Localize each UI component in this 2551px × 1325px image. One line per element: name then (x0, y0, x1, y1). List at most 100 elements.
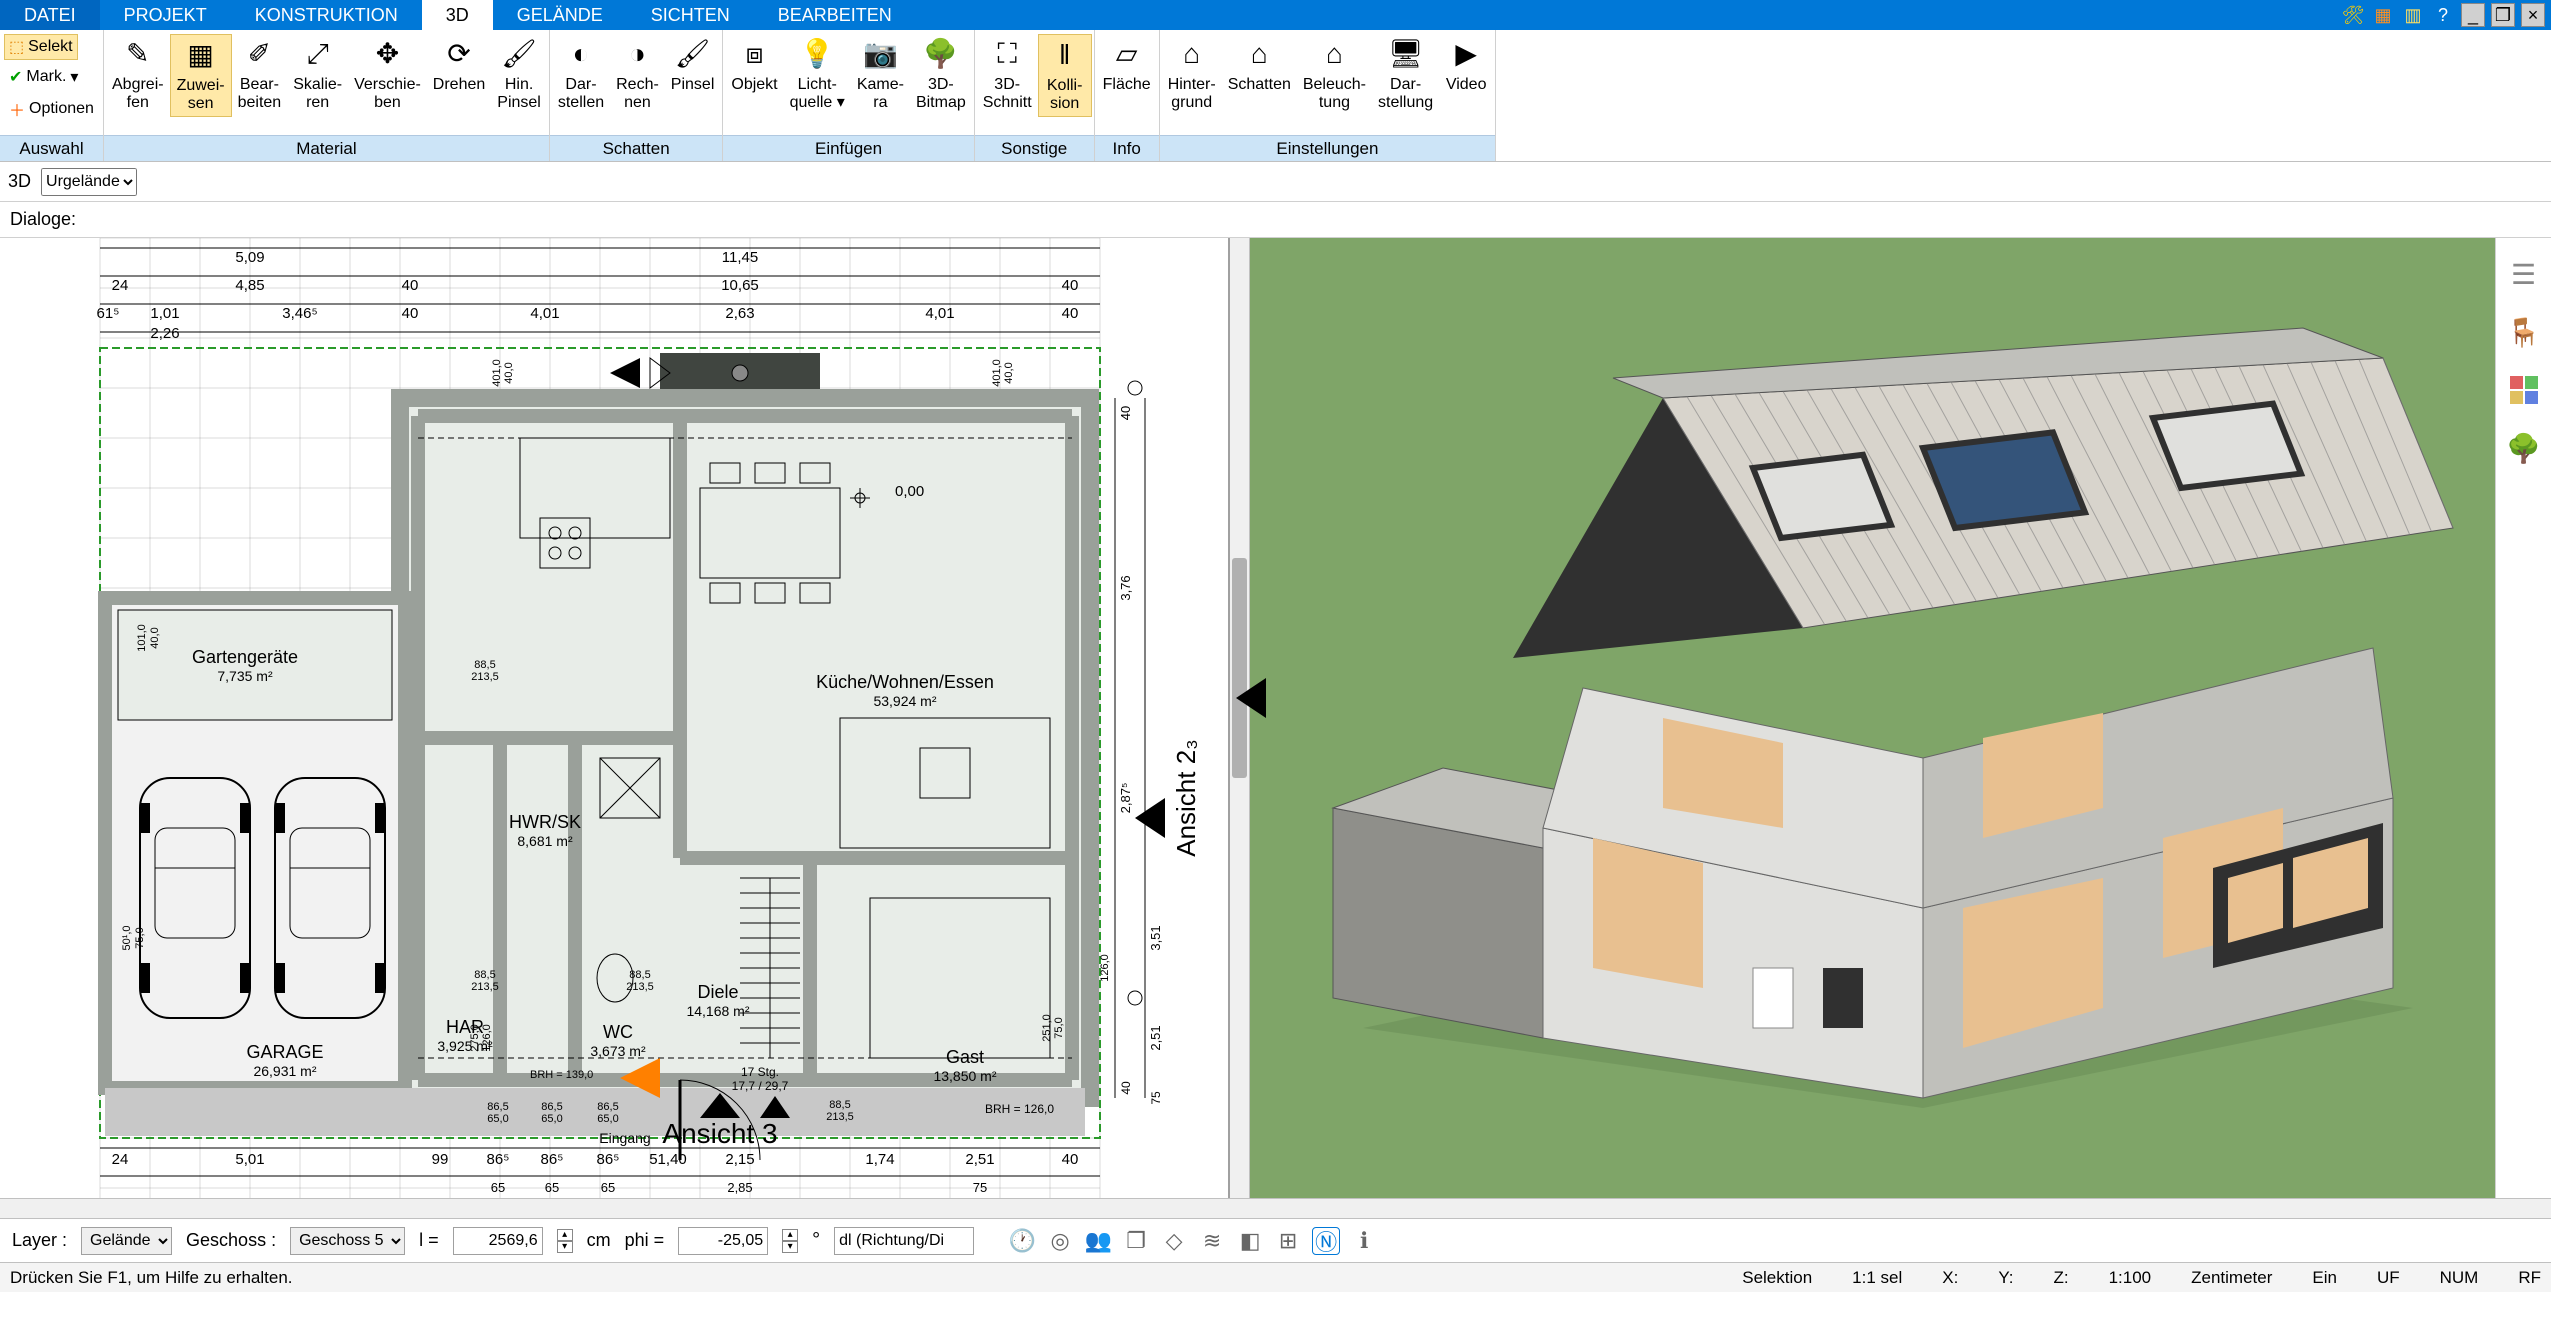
svg-text:2,51: 2,51 (1148, 1025, 1163, 1050)
status-bar: Drücken Sie F1, um Hilfe zu erhalten. Se… (0, 1262, 2551, 1292)
kamera-button[interactable]: 📷Kame-ra (851, 34, 910, 115)
svg-text:10,65: 10,65 (721, 277, 759, 294)
svg-text:8,681 m²: 8,681 m² (517, 833, 573, 849)
menu-gelaende[interactable]: GELÄNDE (493, 0, 627, 30)
skalieren-button[interactable]: ⤢Skalie-ren (287, 34, 348, 115)
verschieben-button[interactable]: ✥Verschie-ben (348, 34, 427, 115)
pinsel-button[interactable]: 🖌Pinsel (665, 34, 721, 96)
status-z: Z: (2053, 1268, 2068, 1288)
tools-icon[interactable]: 🛠 (2341, 3, 2365, 27)
svg-text:2,51: 2,51 (965, 1151, 994, 1168)
palette-icon[interactable] (2506, 372, 2542, 408)
svg-text:17 Stg.: 17 Stg. (741, 1065, 779, 1079)
svg-text:2,85: 2,85 (727, 1180, 752, 1195)
layers-icon[interactable]: ☰ (2506, 256, 2542, 292)
restore-button[interactable]: ❐ (2491, 3, 2515, 27)
grid-icon[interactable]: ⊞ (1274, 1227, 1302, 1255)
svg-text:401,0: 401,0 (491, 359, 503, 387)
group-icon[interactable]: 👥 (1084, 1227, 1112, 1255)
menu-3d[interactable]: 3D (422, 0, 493, 30)
menu-sichten[interactable]: SICHTEN (627, 0, 754, 30)
svg-text:HWR/SK: HWR/SK (509, 812, 581, 832)
abgreifen-button[interactable]: ✎Abgrei-fen (106, 34, 170, 115)
video-button[interactable]: ▶Video (1439, 34, 1493, 96)
schatten2-button[interactable]: ⌂Schatten (1222, 34, 1297, 96)
info-icon[interactable]: ℹ (1350, 1227, 1378, 1255)
phi-input[interactable] (678, 1227, 768, 1255)
svg-text:Ansicht 2₃: Ansicht 2₃ (1171, 739, 1201, 857)
schnitt-button[interactable]: ⛶3D-Schnitt (977, 34, 1038, 115)
svg-text:65,0: 65,0 (541, 1113, 562, 1125)
svg-text:75,0: 75,0 (1053, 1017, 1065, 1038)
box-icon[interactable]: ▦ (2371, 3, 2395, 27)
menu-konstruktion[interactable]: KONSTRUKTION (231, 0, 422, 30)
svg-text:Eingang: Eingang (599, 1130, 650, 1146)
selekt-button[interactable]: ⬚Selekt (4, 34, 78, 60)
svg-text:Gast: Gast (946, 1047, 984, 1067)
kollision-button[interactable]: ‖Kolli-sion (1038, 34, 1092, 117)
chair-icon[interactable]: 🪑 (2506, 314, 2542, 350)
svg-text:401,0: 401,0 (991, 359, 1003, 387)
tree-icon[interactable]: 🌳 (2506, 430, 2542, 466)
help-icon[interactable]: ? (2431, 3, 2455, 27)
clock-icon[interactable]: 🕐 (1008, 1227, 1036, 1255)
menu-projekt[interactable]: PROJEKT (100, 0, 231, 30)
drehen-button[interactable]: ⟳Drehen (427, 34, 491, 96)
optionen-button[interactable]: ＋Optionen (4, 94, 99, 124)
bitmap-button[interactable]: 🌳3D-Bitmap (910, 34, 972, 115)
svg-text:13,850 m²: 13,850 m² (933, 1068, 996, 1084)
bearbeiten-button[interactable]: ✐Bear-beiten (232, 34, 288, 115)
hintergrund-button[interactable]: ⌂Hinter-grund (1162, 34, 1222, 115)
vertical-scrollbar[interactable] (1230, 238, 1250, 1198)
n-icon[interactable]: Ⓝ (1312, 1227, 1340, 1255)
svg-text:65,0: 65,0 (487, 1113, 508, 1125)
ribbon-label-einstellungen: Einstellungen (1160, 135, 1495, 161)
stack-icon[interactable]: ≋ (1198, 1227, 1226, 1255)
svg-text:WC: WC (603, 1022, 633, 1042)
minimize-button[interactable]: _ (2461, 3, 2485, 27)
menu-bearbeiten[interactable]: BEARBEITEN (754, 0, 916, 30)
status-sel: 1:1 sel (1852, 1268, 1902, 1288)
layer-dropdown[interactable]: Urgelände (41, 168, 137, 196)
copy-icon[interactable]: ❐ (1122, 1227, 1150, 1255)
l-input[interactable] (453, 1227, 543, 1255)
svg-text:86⁵: 86⁵ (597, 1151, 620, 1168)
ribbon-group-einfuegen: ⧈Objekt 💡Licht-quelle ▾ 📷Kame-ra 🌳3D-Bit… (723, 30, 974, 161)
view-arrow-left[interactable] (1236, 678, 1266, 718)
target-icon[interactable]: ◎ (1046, 1227, 1074, 1255)
svg-text:213,5: 213,5 (626, 981, 654, 993)
mark-button[interactable]: ✔Mark. ▾ (4, 64, 83, 90)
ribbon-label-einfuegen: Einfügen (723, 135, 973, 161)
doc-icon[interactable]: ▥ (2401, 3, 2425, 27)
lichtquelle-button[interactable]: 💡Licht-quelle ▾ (784, 34, 851, 115)
menu-file[interactable]: DATEI (0, 0, 100, 30)
ribbon-label-material: Material (104, 135, 549, 161)
dl-input[interactable] (834, 1227, 974, 1255)
status-x: X: (1942, 1268, 1958, 1288)
l-spinner[interactable]: ▴▾ (557, 1229, 573, 1253)
phi-spinner[interactable]: ▴▾ (782, 1229, 798, 1253)
darstellen-button[interactable]: ◐Dar-stellen (552, 34, 610, 115)
l-unit: cm (587, 1230, 611, 1251)
zuweisen-button[interactable]: ▦Zuwei-sen (170, 34, 232, 117)
floorplan-pane[interactable]: 5,0911,45244,854010,654061⁵1,013,46⁵404,… (0, 238, 1230, 1198)
svg-text:88,5: 88,5 (629, 969, 650, 981)
ribbon-label-auswahl: Auswahl (0, 135, 103, 161)
diamond-icon[interactable]: ◇ (1160, 1227, 1188, 1255)
hinpinsel-button[interactable]: 🖌Hin.Pinsel (491, 34, 547, 115)
mode-label: 3D (8, 171, 31, 192)
geschoss-select[interactable]: Geschoss 5 (290, 1227, 405, 1255)
darstellung-button[interactable]: 🖥Dar-stellung (1372, 34, 1439, 115)
svg-text:2,87⁵: 2,87⁵ (1118, 783, 1133, 814)
beleuchtung-button[interactable]: ⌂Beleuch-tung (1297, 34, 1372, 115)
layer-select[interactable]: Gelände (81, 1227, 172, 1255)
3d-view-pane[interactable] (1250, 238, 2495, 1198)
layers2-icon[interactable]: ◧ (1236, 1227, 1264, 1255)
horizontal-scrollbar[interactable] (0, 1198, 2551, 1218)
svg-text:75: 75 (1149, 1091, 1163, 1105)
rechnen-button[interactable]: ◑Rech-nen (610, 34, 665, 115)
flaeche-button[interactable]: ▱Fläche (1097, 34, 1157, 96)
objekt-button[interactable]: ⧈Objekt (725, 34, 783, 96)
close-button[interactable]: × (2521, 3, 2545, 27)
ribbon-label-sonstige: Sonstige (975, 135, 1094, 161)
